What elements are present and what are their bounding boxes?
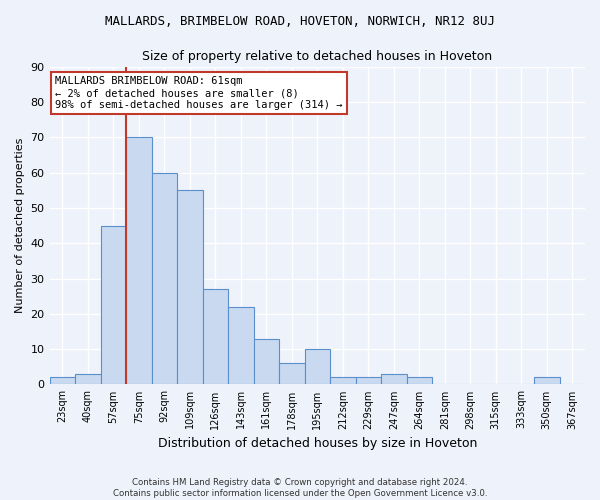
Y-axis label: Number of detached properties: Number of detached properties [15, 138, 25, 314]
Text: MALLARDS, BRIMBELOW ROAD, HOVETON, NORWICH, NR12 8UJ: MALLARDS, BRIMBELOW ROAD, HOVETON, NORWI… [105, 15, 495, 28]
Bar [356, 378, 381, 384]
Bar [330, 378, 356, 384]
X-axis label: Distribution of detached houses by size in Hoveton: Distribution of detached houses by size … [158, 437, 477, 450]
Bar [534, 378, 560, 384]
Bar [228, 307, 254, 384]
Bar [152, 173, 177, 384]
Text: Contains HM Land Registry data © Crown copyright and database right 2024.
Contai: Contains HM Land Registry data © Crown c… [113, 478, 487, 498]
Title: Size of property relative to detached houses in Hoveton: Size of property relative to detached ho… [142, 50, 493, 63]
Text: MALLARDS BRIMBELOW ROAD: 61sqm
← 2% of detached houses are smaller (8)
98% of se: MALLARDS BRIMBELOW ROAD: 61sqm ← 2% of d… [55, 76, 343, 110]
Bar [381, 374, 407, 384]
Bar [279, 364, 305, 384]
Bar [305, 349, 330, 384]
Bar [101, 226, 126, 384]
Bar [254, 338, 279, 384]
Bar [75, 374, 101, 384]
Bar [50, 378, 75, 384]
Bar [407, 378, 432, 384]
Bar [203, 289, 228, 384]
Bar [126, 138, 152, 384]
Bar [177, 190, 203, 384]
